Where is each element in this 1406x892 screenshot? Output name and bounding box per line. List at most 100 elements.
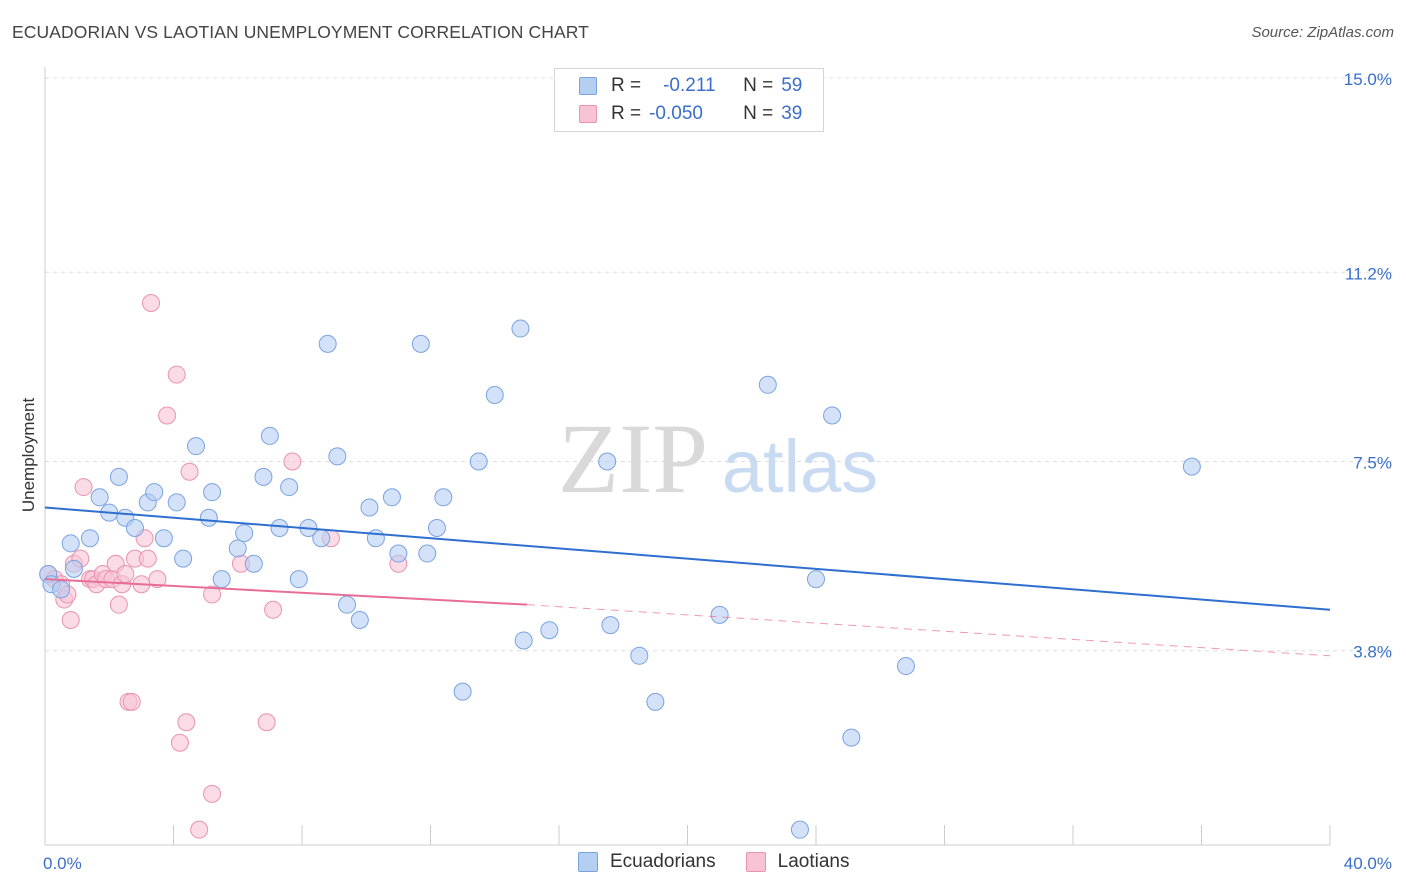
ecuadorian-point (350, 611, 369, 630)
ecuadorian-point (485, 386, 504, 405)
ecuadorian-point (228, 539, 247, 558)
ecuadorian-points (39, 319, 1201, 839)
legend-n-label: N = (743, 103, 774, 124)
laotian-point (158, 406, 177, 425)
ecuadorian-point (199, 508, 218, 527)
trend-lines (44, 506, 1331, 657)
laotian-point (142, 293, 161, 312)
laotian-points (39, 293, 408, 839)
laotian-point (148, 570, 167, 589)
legend-r-label: R = (611, 75, 642, 96)
ecuadorian-point (289, 570, 308, 589)
ecuadorian-point (90, 488, 109, 507)
legend-n-value: 39 (781, 103, 803, 124)
ecuadorian-point (260, 426, 279, 445)
ecuadorian-point (328, 447, 347, 466)
legend-row-ecuadorians: R = -0.211 N = 59 (579, 73, 802, 99)
laotian-swatch (745, 852, 766, 872)
legend-r-value: -0.211 (663, 75, 716, 96)
x-tick-label-max: 40.0% (1344, 854, 1392, 873)
ecuadorian-swatch (578, 852, 598, 872)
ecuadorian-point (80, 529, 99, 548)
ecuadorian-point (186, 437, 205, 456)
y-axis-label: Unemployment (19, 398, 38, 513)
ecuadorian-point (312, 529, 331, 548)
ecuadorian-point (244, 554, 263, 573)
laotian-point (264, 600, 283, 619)
ecuadorian-point (511, 319, 530, 338)
laotian-point (203, 784, 222, 803)
ecuadorian-point (125, 518, 144, 537)
y-tick-label: 15.0% (1344, 70, 1392, 89)
ecuadorian-point (389, 544, 408, 563)
x-tick-label-min: 0.0% (43, 854, 82, 873)
ecuadorian-point (601, 616, 620, 635)
laotian-trend-line (44, 578, 527, 606)
ecuadorian-point (842, 728, 861, 747)
laotian-point (74, 478, 93, 497)
laotian-point (283, 452, 302, 471)
legend-r-label: R = (611, 103, 642, 124)
ecuadorian-trend-line (44, 506, 1331, 611)
ecuadorian-point (64, 559, 83, 578)
ecuadorian-point (212, 570, 231, 589)
ecuadorian-point (280, 478, 299, 497)
ecuadorian-point (823, 406, 842, 425)
source-label: Source: ZipAtlas.com (1251, 24, 1394, 41)
laotian-point (122, 692, 141, 711)
laotian-swatch (579, 105, 597, 123)
laotian-point (203, 585, 222, 604)
ecuadorian-point (630, 646, 649, 665)
legend-r-value: -0.050 (649, 103, 703, 124)
ecuadorian-point (453, 682, 472, 701)
ecuadorian-point (710, 605, 729, 624)
ecuadorian-point (418, 544, 437, 563)
ecuadorian-point (167, 493, 186, 512)
ecuadorian-point (270, 518, 289, 537)
y-tick-label: 3.8% (1353, 643, 1392, 662)
chart-title: ECUADORIAN VS LAOTIAN UNEMPLOYMENT CORRE… (12, 22, 589, 42)
ecuadorian-point (235, 524, 254, 543)
legend-label-ecuadorians: Ecuadorians (610, 851, 716, 872)
ecuadorian-point (514, 631, 533, 650)
y-tick-label: 11.2% (1345, 264, 1392, 283)
ecuadorian-point (203, 483, 222, 502)
ecuadorian-point (52, 580, 71, 599)
ecuadorian-point (427, 518, 446, 537)
ecuadorian-point (1182, 457, 1201, 476)
y-tick-label: 7.5% (1353, 454, 1392, 473)
legend-label-laotians: Laotians (777, 851, 850, 872)
stats-legend: R = -0.211 N = 59 R = -0.050 N = 39 (554, 68, 824, 132)
ecuadorian-point (145, 483, 164, 502)
ecuadorian-point (154, 529, 173, 548)
laotian-point (116, 564, 135, 583)
laotian-point (61, 611, 80, 630)
ecuadorian-point (318, 334, 337, 353)
watermark-zip: ZIP (558, 403, 708, 514)
axes (44, 67, 1331, 846)
ecuadorian-point (174, 549, 193, 568)
laotian-point (257, 713, 276, 732)
ecuadorian-point (807, 570, 825, 589)
ecuadorian-point (646, 692, 665, 711)
laotian-point (180, 462, 199, 481)
ecuadorian-point (254, 467, 273, 486)
ecuadorian-point (434, 488, 453, 507)
ecuadorian-point (896, 657, 915, 676)
watermark: ZIP atlas (558, 403, 878, 514)
laotian-point (138, 549, 157, 568)
laotian-point (190, 820, 209, 839)
ecuadorian-point (790, 820, 809, 839)
legend-item-laotians: Laotians (745, 851, 850, 873)
ecuadorian-point (758, 375, 777, 394)
ecuadorian-point (411, 334, 430, 353)
ecuadorian-point (337, 595, 356, 614)
laotian-point (177, 713, 196, 732)
laotian-point (167, 365, 186, 384)
ecuadorian-swatch (579, 77, 597, 95)
legend-n-value: 59 (781, 75, 803, 96)
laotian-point (170, 733, 189, 752)
ecuadorian-point (366, 529, 385, 548)
legend-item-ecuadorians: Ecuadorians (578, 851, 716, 873)
